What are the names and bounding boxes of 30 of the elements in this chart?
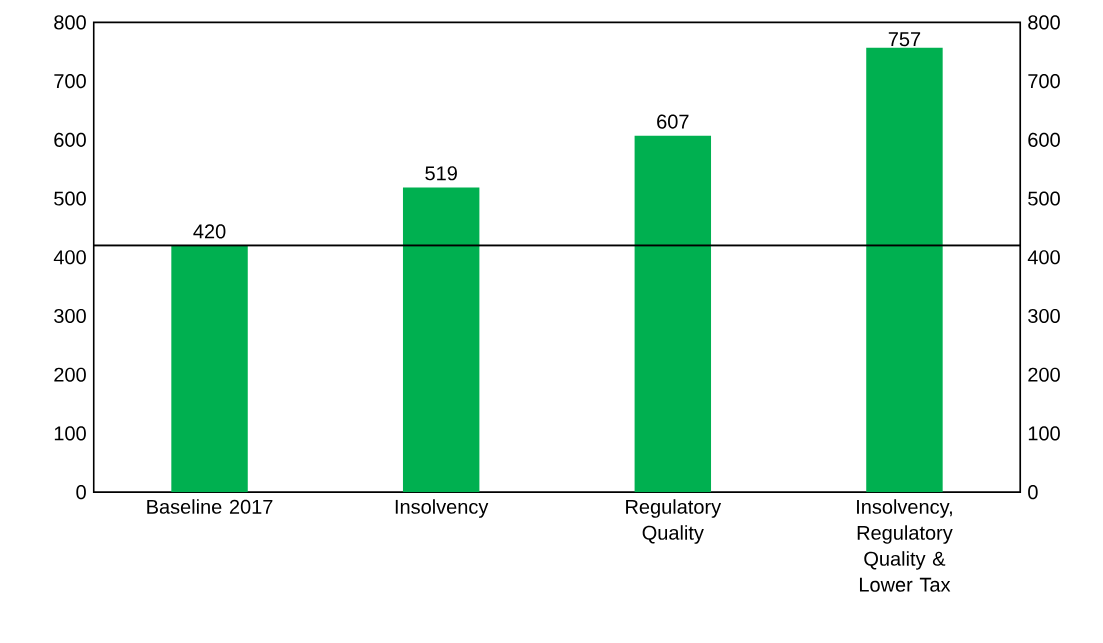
y2-tick-label: 800 bbox=[1028, 15, 1060, 30]
x-tick-label: Regulatory Quality bbox=[626, 499, 722, 544]
bar bbox=[634, 135, 712, 492]
y2-tick-label: 500 bbox=[1028, 191, 1060, 206]
y-tick-label: 600 bbox=[54, 132, 86, 147]
x-tick-label: Insolvency, Regulatory Quality & Lower Tax bbox=[857, 499, 953, 592]
y2-tick-label: 600 bbox=[1028, 132, 1060, 147]
bar bbox=[171, 245, 248, 492]
x-tick-label: Insolvency bbox=[395, 499, 489, 518]
bar bbox=[402, 187, 480, 492]
y2-tick-label: 300 bbox=[1028, 308, 1060, 323]
y2-tick-label: 0 bbox=[1028, 484, 1038, 500]
bar bbox=[866, 47, 943, 492]
y-tick-label: 100 bbox=[54, 426, 86, 441]
data-label: 420 bbox=[193, 224, 226, 239]
y-tick-label: 700 bbox=[54, 73, 86, 88]
x-tick-label: Baseline 2017 bbox=[147, 499, 273, 514]
y-tick-label: 300 bbox=[54, 308, 86, 323]
y2-tick-label: 100 bbox=[1028, 426, 1060, 441]
y2-tick-label: 200 bbox=[1028, 367, 1060, 382]
y-tick-label: 500 bbox=[54, 191, 86, 206]
y-tick-label: 0 bbox=[76, 484, 86, 500]
y-tick-label: 800 bbox=[54, 15, 86, 30]
data-label: 607 bbox=[657, 114, 689, 129]
data-label: 519 bbox=[425, 165, 457, 181]
y-tick-label: 400 bbox=[53, 250, 86, 265]
data-label: 757 bbox=[888, 32, 921, 47]
y2-tick-label: 400 bbox=[1027, 250, 1060, 265]
y2-tick-label: 700 bbox=[1028, 73, 1060, 88]
y-tick-label: 200 bbox=[54, 367, 86, 382]
